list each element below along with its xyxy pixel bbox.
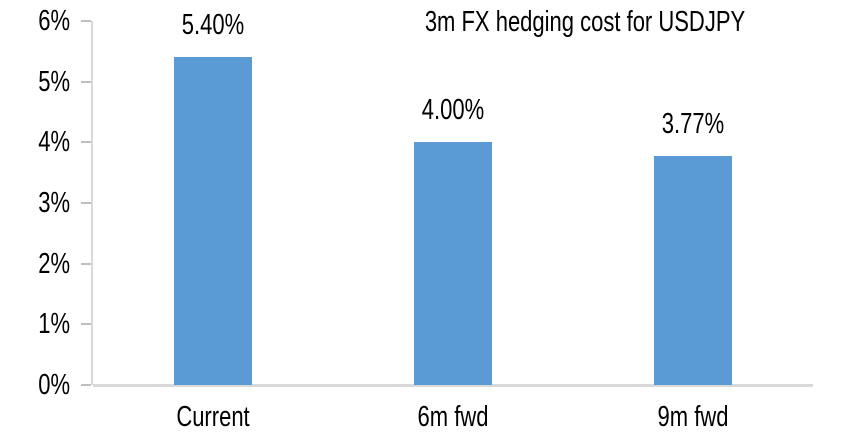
y-axis-line: [91, 21, 93, 385]
y-tick-mark: [81, 262, 91, 265]
x-axis-category-label: 9m fwd: [657, 400, 729, 433]
y-tick-mark: [81, 384, 91, 386]
y-tick-mark: [81, 141, 91, 144]
x-axis-category-label: 6m fwd: [417, 400, 489, 433]
data-label: 4.00%: [421, 93, 485, 126]
bar-9m-fwd: [654, 156, 732, 385]
data-label: 5.40%: [181, 8, 245, 41]
y-tick-mark: [81, 202, 91, 204]
bar-current: [174, 57, 252, 385]
y-tick-label: 3%: [38, 186, 70, 219]
y-tick-label: 5%: [38, 64, 70, 98]
x-axis-category-label: Current: [176, 400, 250, 433]
y-tick-label: 4%: [38, 125, 70, 158]
chart-title: 3m FX hedging cost for USDJPY: [424, 5, 746, 38]
y-tick-mark: [81, 80, 91, 83]
x-axis-line: [93, 384, 813, 387]
bar-6m-fwd: [414, 142, 492, 385]
y-tick-mark: [81, 20, 91, 22]
y-tick-mark: [81, 323, 91, 326]
y-tick-label: 1%: [38, 307, 70, 340]
y-tick-label: 0%: [38, 368, 70, 401]
data-label: 3.77%: [661, 107, 725, 140]
y-tick-label: 2%: [38, 246, 70, 280]
y-tick-label: 6%: [38, 4, 70, 37]
